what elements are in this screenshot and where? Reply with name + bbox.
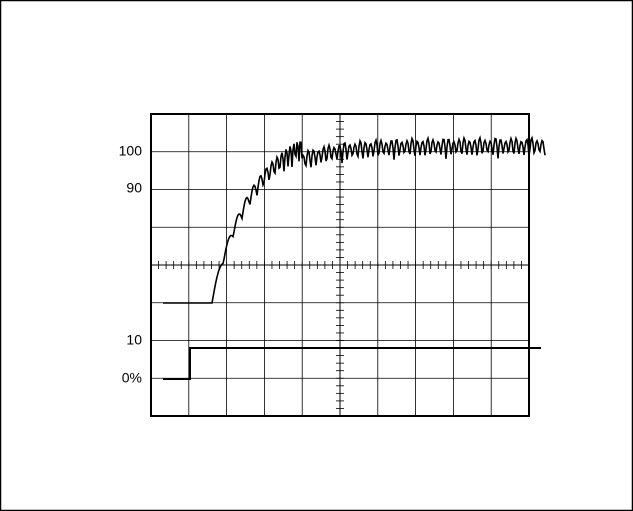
input-step [163,347,541,380]
scale-label: 100 [119,143,143,159]
graticule-border [150,113,530,417]
scale-label: 90 [126,180,142,196]
scale-label: 10 [126,332,142,348]
output-waveform [163,135,546,304]
scale-label: 0% [122,370,142,386]
graticule [150,113,530,417]
